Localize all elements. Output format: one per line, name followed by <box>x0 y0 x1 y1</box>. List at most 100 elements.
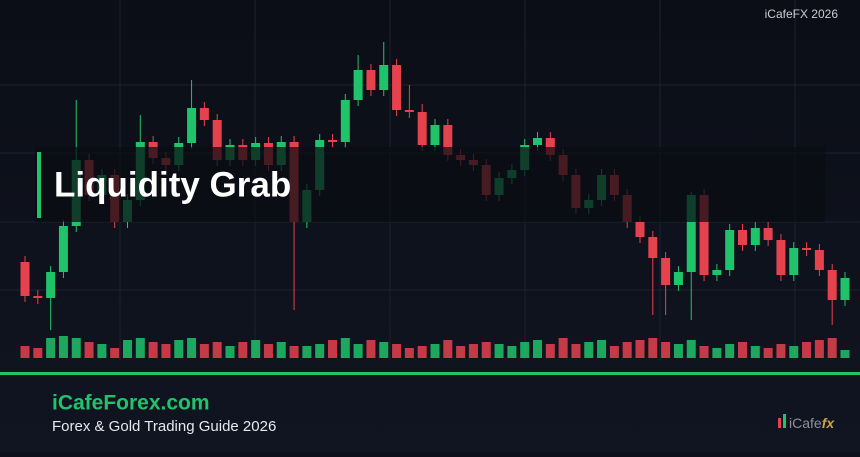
volume-bar <box>533 340 542 358</box>
candle-body <box>699 195 709 275</box>
volume-bar <box>33 348 43 358</box>
volume-bar <box>571 344 581 358</box>
candle-body <box>58 226 68 272</box>
volume-bar <box>443 340 453 358</box>
volume-bar <box>315 344 325 358</box>
candle-body <box>673 272 683 285</box>
candle-body <box>545 138 555 155</box>
candle-body <box>661 258 671 285</box>
volume-bar <box>46 338 56 358</box>
candle-body <box>212 120 222 160</box>
volume-bar <box>353 344 363 358</box>
candle-body <box>763 228 773 240</box>
volume-bar <box>789 346 799 358</box>
volume-bar <box>392 344 402 358</box>
volumes <box>20 336 850 358</box>
candle-body <box>199 108 209 120</box>
candle-body <box>635 222 645 237</box>
volume-bar <box>161 344 171 358</box>
volume-bar <box>494 344 504 358</box>
volume-bar <box>187 338 197 358</box>
candle-body <box>404 110 414 112</box>
banner-box <box>35 147 825 222</box>
volume-bar <box>199 344 209 358</box>
volume-bar <box>802 342 812 358</box>
divider <box>0 372 860 375</box>
volume-bar <box>123 340 132 358</box>
volume-bar <box>738 342 747 358</box>
volume-bar <box>686 340 696 358</box>
logo: iCafefx <box>789 415 835 431</box>
site-name: iCafeForex.com <box>52 392 210 415</box>
candle-body <box>725 230 735 270</box>
volume-bar <box>712 348 722 358</box>
volume-bar <box>225 346 235 358</box>
logo-fx: fx <box>822 415 836 431</box>
volume-bar <box>673 344 683 358</box>
volume-bar <box>814 340 824 358</box>
volume-bar <box>648 338 658 358</box>
volume-bar <box>289 346 299 358</box>
volume-bar <box>302 346 312 358</box>
candle-body <box>789 248 799 275</box>
candle-body <box>353 70 363 100</box>
volume-bar <box>97 344 107 358</box>
volume-bar <box>174 340 184 358</box>
logo-icon <box>783 414 786 428</box>
candle-body <box>827 270 837 300</box>
volume-bar <box>417 346 427 358</box>
volume-bar <box>545 344 555 358</box>
candle-body <box>840 278 850 300</box>
volume-bar <box>251 340 261 358</box>
candle-body <box>20 262 30 296</box>
volume-bar <box>725 344 735 358</box>
volume-bar <box>58 336 68 358</box>
candle-body <box>392 65 402 110</box>
volume-bar <box>456 346 466 358</box>
volume-bar <box>699 346 709 358</box>
candle-body <box>328 140 337 142</box>
volume-bar <box>520 342 530 358</box>
volume-bar <box>661 342 671 358</box>
volume-bar <box>404 348 414 358</box>
volume-bar <box>584 342 594 358</box>
candle-body <box>802 248 812 250</box>
volume-bar <box>776 344 786 358</box>
volume-bar <box>148 342 158 358</box>
volume-bar <box>827 338 837 358</box>
banner-accent <box>37 152 41 218</box>
volume-bar <box>340 338 350 358</box>
volume-bar <box>328 340 337 358</box>
volume-bar <box>263 344 273 358</box>
candle-body <box>776 240 786 275</box>
candle-body <box>366 70 376 90</box>
candle-body <box>712 270 722 275</box>
candle-body <box>46 272 56 298</box>
candle-body <box>443 125 453 155</box>
candle-body <box>33 296 43 298</box>
volume-bar <box>71 338 81 358</box>
volume-bar <box>597 340 607 358</box>
volume-bar <box>763 348 773 358</box>
volume-bar <box>430 344 440 358</box>
candle-body <box>417 112 427 145</box>
candle-body <box>430 125 440 145</box>
candle-body <box>738 230 747 245</box>
volume-bar <box>609 346 619 358</box>
volume-bar <box>20 346 30 358</box>
volume-bar <box>558 338 568 358</box>
volume-bar <box>750 346 760 358</box>
volume-bar <box>276 342 286 358</box>
volume-bar <box>635 340 645 358</box>
candle-body <box>648 237 658 258</box>
logo-main: iCafe <box>789 415 822 431</box>
volume-bar <box>366 340 376 358</box>
volume-bar <box>622 342 632 358</box>
volume-bar <box>110 348 120 358</box>
candle-body <box>814 250 824 270</box>
volume-bar <box>481 342 491 358</box>
volume-bar <box>84 342 94 358</box>
candle-body <box>686 195 696 272</box>
